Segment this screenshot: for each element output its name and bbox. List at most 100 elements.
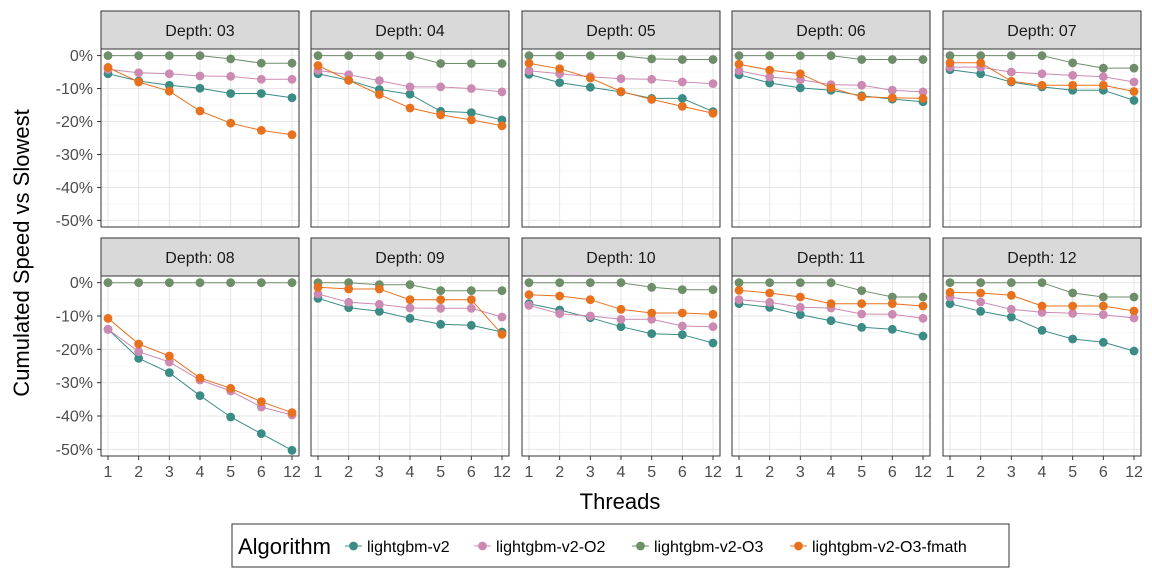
- data-point-lightgbm-v2-O3-fmath: [826, 83, 836, 93]
- panel-border: [942, 48, 1142, 228]
- data-point-lightgbm-v2-O3-fmath: [887, 93, 897, 103]
- data-point-lightgbm-v2-O2: [795, 302, 805, 312]
- panel-title: Depth: 09: [375, 250, 444, 267]
- data-point-lightgbm-v2-O3: [344, 278, 354, 288]
- x-tick-label: 6: [257, 464, 266, 481]
- data-point-lightgbm-v2-O2: [1068, 70, 1078, 80]
- legend: Algorithm lightgbm-v2 lightgbm-v2-O2 light…: [231, 523, 1010, 568]
- data-point-lightgbm-v2-O3: [616, 278, 626, 288]
- data-point-lightgbm-v2: [1006, 312, 1016, 322]
- y-tick-label: -50%: [56, 213, 93, 230]
- x-tick-label: 5: [226, 464, 235, 481]
- y-tick-label: -30%: [56, 375, 93, 392]
- x-tick-label: 2: [976, 464, 985, 481]
- panel-strip: [310, 10, 510, 50]
- panel-depth-09: Depth: 09: [310, 237, 510, 457]
- data-point-lightgbm-v2: [164, 368, 174, 378]
- data-point-lightgbm-v2-O3: [976, 51, 986, 60]
- data-point-lightgbm-v2-O3: [256, 58, 266, 68]
- data-point-lightgbm-v2-O3-fmath: [313, 61, 323, 70]
- x-tick-label: 2: [765, 464, 774, 481]
- x-tick-label: 6: [467, 464, 476, 481]
- data-point-lightgbm-v2-O3-fmath: [436, 110, 446, 120]
- legend-key-point: [794, 541, 803, 551]
- data-point-lightgbm-v2-O2: [1098, 310, 1108, 320]
- data-point-lightgbm-v2-O2: [436, 303, 446, 313]
- data-point-lightgbm-v2-O3-fmath: [826, 299, 836, 309]
- data-point-lightgbm-v2-O3: [195, 278, 205, 288]
- data-point-lightgbm-v2-O3-fmath: [887, 299, 897, 309]
- y-tick-label: 0%: [70, 275, 93, 292]
- data-point-lightgbm-v2-O2: [195, 71, 205, 81]
- data-point-lightgbm-v2-O3: [585, 278, 595, 288]
- data-point-lightgbm-v2: [256, 89, 266, 98]
- data-point-lightgbm-v2-O3: [287, 278, 297, 288]
- data-point-lightgbm-v2-O3-fmath: [195, 373, 205, 383]
- data-point-lightgbm-v2-O3-fmath: [497, 121, 507, 131]
- panel-title: Depth: 11: [797, 250, 865, 267]
- data-point-lightgbm-v2: [436, 319, 446, 329]
- legend-item-lightgbm-v2-O3-fmath: lightgbm-v2-O3-fmath: [790, 539, 967, 556]
- y-tick-label: -40%: [56, 409, 93, 426]
- data-point-lightgbm-v2-O2: [466, 84, 476, 93]
- x-tick-label: 3: [586, 464, 595, 481]
- data-point-lightgbm-v2-O2: [1006, 67, 1016, 77]
- data-point-lightgbm-v2-O2: [344, 297, 354, 307]
- data-point-lightgbm-v2-O3-fmath: [976, 288, 986, 298]
- data-point-lightgbm-v2: [677, 94, 687, 103]
- data-point-lightgbm-v2-O3-fmath: [976, 58, 986, 68]
- data-point-lightgbm-v2-O3: [945, 278, 955, 288]
- data-point-lightgbm-v2-O3: [1037, 278, 1047, 288]
- panel-strip: [100, 10, 300, 50]
- data-point-lightgbm-v2-O3-fmath: [466, 115, 476, 125]
- data-point-lightgbm-v2-O3-fmath: [555, 291, 565, 301]
- data-point-lightgbm-v2-O3: [616, 51, 626, 60]
- data-point-lightgbm-v2: [857, 322, 867, 332]
- x-tick-label: 6: [678, 464, 687, 481]
- data-point-lightgbm-v2-O3: [708, 55, 718, 64]
- data-point-lightgbm-v2-O3-fmath: [647, 95, 657, 104]
- data-point-lightgbm-v2-O2: [524, 300, 534, 310]
- x-tick-label: 2: [555, 464, 564, 481]
- data-point-lightgbm-v2-O3-fmath: [405, 103, 415, 113]
- panel-depth-12: Depth: 12: [942, 237, 1142, 457]
- data-point-lightgbm-v2-O3: [795, 51, 805, 60]
- data-point-lightgbm-v2-O2: [585, 311, 595, 321]
- x-tick-label: 6: [1099, 464, 1108, 481]
- data-point-lightgbm-v2-O3: [374, 51, 384, 60]
- data-point-lightgbm-v2-O3: [708, 285, 718, 295]
- data-point-lightgbm-v2-O3: [436, 59, 446, 68]
- panel-depth-03: Depth: 03: [100, 10, 300, 228]
- data-point-lightgbm-v2: [226, 412, 236, 422]
- data-point-lightgbm-v2-O3: [677, 55, 687, 64]
- x-axis: 1 2 3 4 5 6 12 1 2 3 4 5 6 12 1 2 3 4 5 6 12 1 2 3 4 5 6 12 1 2 3 4 5 6 12: [104, 456, 1143, 481]
- data-point-lightgbm-v2-O3: [134, 278, 144, 288]
- data-point-lightgbm-v2-O2: [226, 71, 236, 81]
- data-point-lightgbm-v2: [256, 429, 266, 439]
- data-point-lightgbm-v2: [616, 322, 626, 332]
- data-point-lightgbm-v2-O2: [1006, 304, 1016, 314]
- panel-title: Depth: 05: [586, 23, 655, 40]
- x-tick-label: 12: [1125, 464, 1143, 481]
- data-point-lightgbm-v2-O3-fmath: [857, 299, 867, 309]
- data-point-lightgbm-v2: [1129, 96, 1139, 105]
- panel-border: [521, 48, 721, 228]
- x-axis-title: Threads: [580, 489, 661, 514]
- data-point-lightgbm-v2: [887, 324, 897, 334]
- data-point-lightgbm-v2-O2: [103, 324, 113, 334]
- data-point-lightgbm-v2-O3: [555, 51, 565, 60]
- data-point-lightgbm-v2-O2: [734, 295, 744, 305]
- data-point-lightgbm-v2-O2: [734, 66, 744, 76]
- data-point-lightgbm-v2-O3: [164, 278, 174, 288]
- data-point-lightgbm-v2-O3: [647, 54, 657, 64]
- data-point-lightgbm-v2-O2: [765, 297, 775, 307]
- data-point-lightgbm-v2-O2: [647, 314, 657, 324]
- data-point-lightgbm-v2-O3-fmath: [918, 94, 928, 103]
- data-point-lightgbm-v2-O3: [405, 51, 415, 60]
- data-point-lightgbm-v2-O3: [677, 285, 687, 295]
- x-tick-label: 3: [1007, 464, 1016, 481]
- data-point-lightgbm-v2-O3-fmath: [945, 287, 955, 297]
- data-point-lightgbm-v2-O2: [497, 87, 507, 97]
- data-point-lightgbm-v2-O3: [497, 59, 507, 68]
